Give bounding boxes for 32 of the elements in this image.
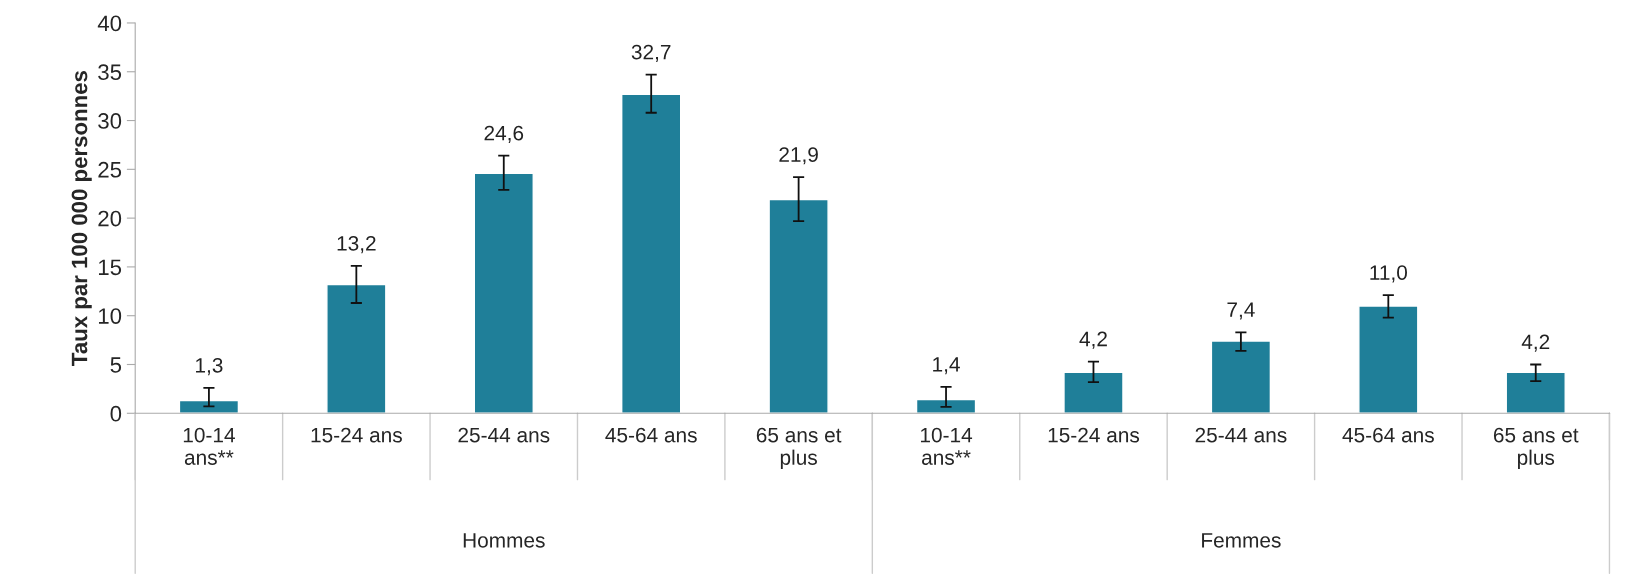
data-label: 4,2 (1079, 331, 1107, 349)
y-tick-label: 5 (110, 357, 122, 373)
y-tick-label: 0 (110, 405, 122, 422)
data-label: 32,7 (631, 44, 671, 62)
data-label: 7,4 (1227, 302, 1255, 320)
y-tick-label: 35 (98, 64, 122, 81)
x-tick-label: 15-24 ans (311, 427, 402, 443)
data-label: 24,6 (484, 125, 524, 143)
data-label: 4,2 (1521, 334, 1550, 352)
text: Femmes (1202, 533, 1281, 548)
x-tick-label: 65 ans et plus (1493, 427, 1579, 470)
x-tick-label: 45-64 ans (1342, 427, 1434, 443)
x-tick-label: 25-44 ans (1195, 427, 1287, 443)
y-tick-label: 25 (98, 161, 122, 178)
x-tick-label: 25-44 ans (458, 427, 550, 443)
data-label: 21,9 (779, 147, 818, 165)
x-tick-label: 10-14 ans** (183, 427, 235, 465)
y-tick-label: 15 (98, 259, 122, 276)
y-tick-label: 20 (98, 210, 122, 227)
x-tick-label: 65 ans et plus (756, 427, 842, 470)
x-tick-label: 15-24 ans (1048, 427, 1140, 443)
data-label: 11,0 (1370, 265, 1408, 283)
x-tick-label: 10-14 ans** (920, 427, 973, 465)
y-tick-label: 40 (97, 15, 122, 32)
y-tick-label: 10 (98, 308, 122, 324)
data-label: 1,3 (196, 357, 223, 376)
data-label: 1,4 (933, 357, 960, 375)
x-tick-label: 45-64 ans (605, 427, 697, 443)
y-tick-label: 30 (98, 113, 122, 129)
text: Hommes (463, 533, 545, 548)
y-axis-title: Taux par 100 000 personnes (71, 71, 92, 366)
data-label: 13,2 (337, 235, 376, 254)
